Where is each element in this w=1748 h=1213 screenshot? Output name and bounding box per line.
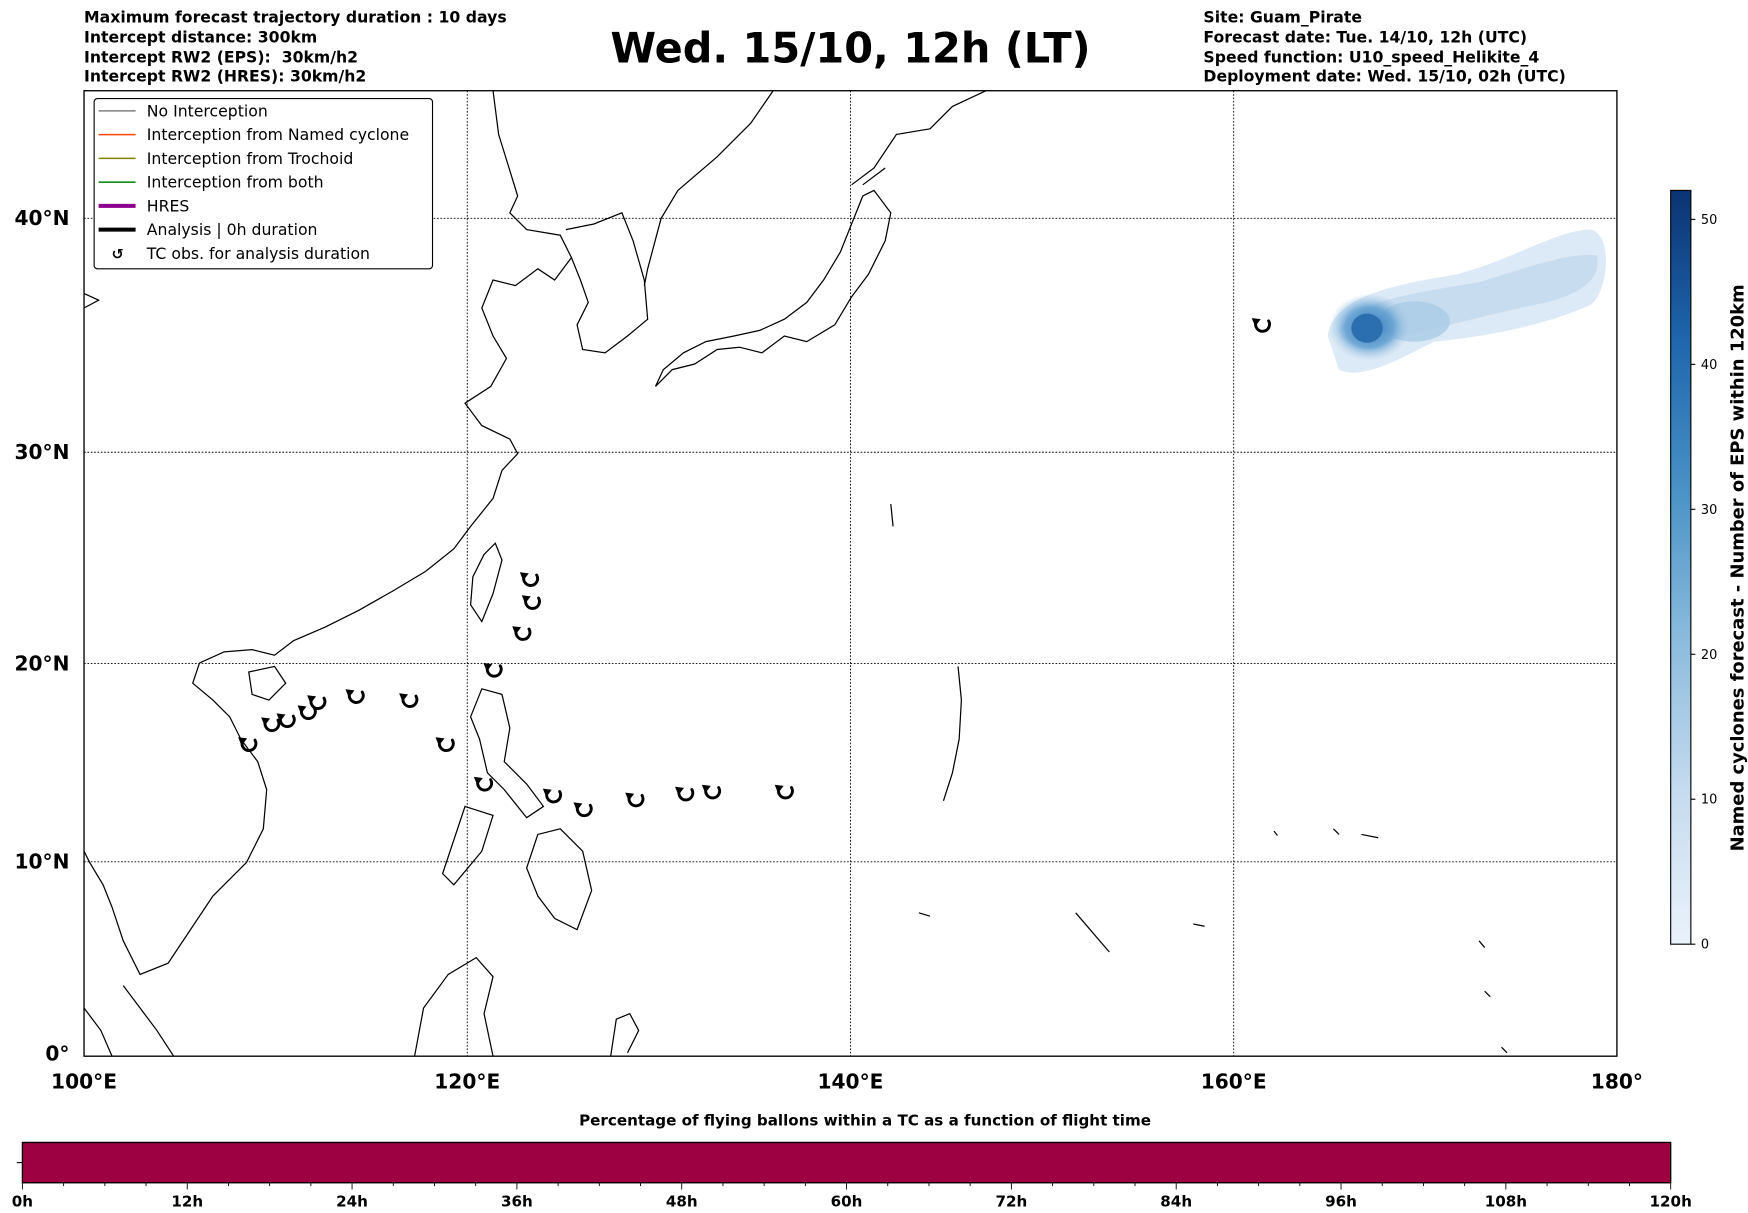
lat-tick-label: 30°N	[14, 440, 69, 464]
tc-observation-marker-icon	[261, 717, 281, 733]
bar-chart-title: Percentage of flying ballons within a TC…	[579, 1112, 1151, 1130]
bar-tick-label: 72h	[995, 1192, 1027, 1210]
tc-observation-marker-icon	[399, 693, 419, 708]
lat-tick-label: 10°N	[14, 850, 69, 874]
bar-tick-label: 36h	[501, 1192, 533, 1210]
bar-tick-label: 24h	[336, 1192, 368, 1210]
lon-tick-label: 140°E	[818, 1070, 884, 1094]
bar-tick-label: 48h	[666, 1192, 698, 1210]
bar-tick-label: 12h	[171, 1192, 203, 1210]
longitude-ticks: 100°E 120°E 140°E 160°E 180°	[51, 1070, 1643, 1094]
legend-entry-label: Interception from Trochoid	[147, 149, 354, 168]
map-axes: 100°E 120°E 140°E 160°E 180° 0° 10°N 20°N 30°N 4…	[14, 90, 1643, 1094]
bar-tick-label: 96h	[1325, 1192, 1357, 1210]
legend-entry-label: HRES	[147, 196, 190, 215]
lat-tick-label: 20°N	[14, 651, 69, 675]
coastlines	[84, 90, 1508, 1057]
tc-observation-marker-icon	[435, 737, 455, 752]
tc-observation-marker-icon	[774, 784, 794, 800]
header-forecast-date: Forecast date: Tue. 14/10, 12h (UTC)	[1203, 28, 1527, 47]
header-max-duration: Maximum forecast trajectory duration : 1…	[84, 7, 507, 26]
coastline-pacific-islands	[890, 503, 1508, 1054]
colorbar-tick-label: 10	[1701, 793, 1717, 808]
coastline-philippines	[441, 688, 593, 931]
tc-observation-marker-icon	[297, 705, 317, 720]
tc-observation-marker-icon	[238, 737, 258, 752]
colorbar-label: Named cyclones forecast - Number of EPS …	[1728, 284, 1748, 851]
figure-title: Wed. 15/10, 12h (LT)	[610, 25, 1090, 73]
bar-tick-label: 120h	[1650, 1192, 1692, 1210]
eps-density-field	[1327, 229, 1606, 373]
header-rw2-eps: Intercept RW2 (EPS): 30km/h2	[84, 48, 358, 67]
legend-entry-label: Interception from Named cyclone	[147, 125, 409, 144]
flight-time-bar-chart: Percentage of flying ballons within a TC…	[12, 1112, 1692, 1211]
coastline-japan	[654, 90, 987, 387]
tc-observation-marker-icon	[276, 713, 296, 729]
lon-tick-label: 180°	[1591, 1070, 1643, 1094]
bar-tick-label: 108h	[1485, 1192, 1527, 1210]
latitude-ticks: 0° 10°N 20°N 30°N 40°N	[14, 206, 69, 1066]
colorbar-tick-label: 50	[1701, 213, 1717, 228]
bar-tick-label: 0h	[12, 1192, 33, 1210]
coastline-taiwan	[469, 542, 503, 623]
legend-entry-label: Interception from both	[147, 173, 324, 192]
tc-observation-marker-icon	[473, 776, 494, 792]
colorbar-tick-label: 40	[1701, 358, 1717, 373]
tc-observation-marker-icon	[542, 788, 563, 804]
legend-entry-label: TC obs. for analysis duration	[146, 244, 370, 263]
header-deployment-date: Deployment date: Wed. 15/10, 02h (UTC)	[1203, 67, 1565, 86]
lon-tick-label: 120°E	[434, 1070, 500, 1094]
lat-tick-label: 40°N	[14, 206, 69, 230]
colorbar-tick-label: 20	[1701, 648, 1717, 663]
coastline-sulawesi	[610, 1012, 640, 1057]
coastline-borneo	[413, 956, 494, 1057]
lat-tick-label: 0°	[45, 1042, 69, 1066]
tc-observation-marker-icon	[521, 595, 541, 610]
header-intercept-distance: Intercept distance: 300km	[84, 28, 317, 47]
tc-observation-marker-icon	[345, 689, 365, 704]
header-right-info: Site: Guam_Pirate Forecast date: Tue. 14…	[1203, 7, 1565, 85]
tc-observation-marker-icon	[701, 784, 722, 800]
legend-entry-label: No Interception	[147, 101, 268, 120]
map-legend: No Interception Interception from Named c…	[93, 98, 434, 270]
coastline-hainan	[248, 665, 287, 701]
legend-entry-label: Analysis | 0h duration	[147, 220, 318, 239]
bar-tick-label: 84h	[1160, 1192, 1192, 1210]
tc-observation-marker-icon	[625, 792, 645, 808]
tc-observation-marker-icon	[519, 572, 540, 587]
lon-tick-label: 100°E	[51, 1070, 117, 1094]
header-site: Site: Guam_Pirate	[1203, 7, 1362, 26]
tc-observation-marker-icon	[573, 802, 593, 818]
coastline-korea	[565, 212, 649, 354]
header-rw2-hres: Intercept RW2 (HRES): 30km/h2	[84, 67, 366, 86]
header-left-info: Maximum forecast trajectory duration : 1…	[84, 7, 507, 85]
tc-observation-marker-icon	[675, 786, 695, 802]
coastline-malay-peninsula	[84, 985, 175, 1057]
tc-observation-marker-icon	[307, 695, 327, 710]
coastline-asia-mainland	[84, 90, 573, 976]
eps-colorbar: 0 10 20 30 40 50 Named cyclones forecast - Nu…	[1670, 189, 1748, 953]
legend-tc-symbol-icon: ↺	[112, 246, 124, 263]
colorbar-tick-label: 0	[1701, 938, 1709, 953]
bar-tick-label: 60h	[831, 1192, 863, 1210]
bar-segment	[22, 1142, 1671, 1183]
tc-observations	[238, 318, 1271, 818]
legend-box	[93, 98, 434, 270]
tc-observation-marker-icon	[1251, 318, 1271, 333]
lon-tick-label: 160°E	[1201, 1070, 1267, 1094]
colorbar-tick-label: 30	[1701, 503, 1717, 518]
colorbar-gradient	[1670, 189, 1692, 945]
tc-observation-marker-icon	[483, 662, 503, 678]
map-frame	[83, 90, 1618, 1057]
tc-observation-marker-icon	[512, 626, 532, 641]
coastline-russia	[643, 90, 774, 286]
header-speed-function: Speed function: U10_speed_Helikite_4	[1203, 48, 1539, 67]
